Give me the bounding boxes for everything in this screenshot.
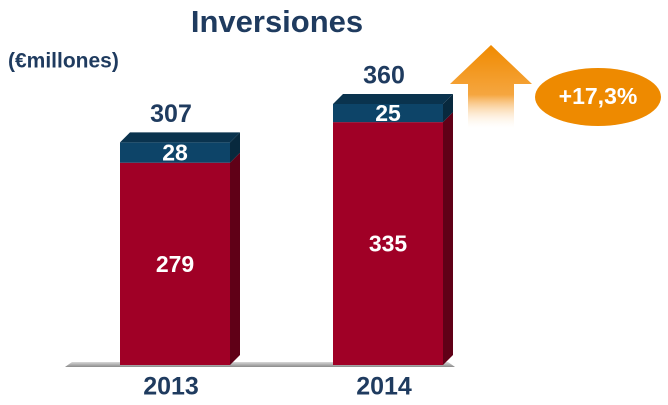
bar-side: [443, 94, 453, 123]
total-label: 307: [150, 100, 192, 128]
x-tick-label: 2014: [356, 373, 412, 401]
bar-segment: [120, 162, 230, 365]
bar-side: [443, 112, 453, 365]
x-tick-label: 2013: [143, 373, 199, 401]
subtitle: (€millones): [8, 50, 119, 73]
chart-title: Inversiones: [191, 4, 363, 39]
segment-label: 335: [369, 231, 408, 257]
segment-label: 25: [375, 100, 401, 126]
bar-segment: [333, 104, 443, 123]
bar-top: [120, 132, 240, 143]
segment-label: 28: [162, 140, 188, 166]
growth-label: +17,3%: [559, 83, 638, 109]
bar-segment: [333, 122, 443, 365]
growth-badge: [535, 68, 661, 126]
growth-arrow: [450, 45, 532, 128]
bar-segment: [120, 142, 230, 163]
bar-top: [333, 94, 453, 104]
segment-label: 279: [156, 251, 194, 277]
bar-side: [230, 152, 240, 365]
total-label: 360: [363, 62, 405, 90]
bar-side: [230, 132, 240, 163]
